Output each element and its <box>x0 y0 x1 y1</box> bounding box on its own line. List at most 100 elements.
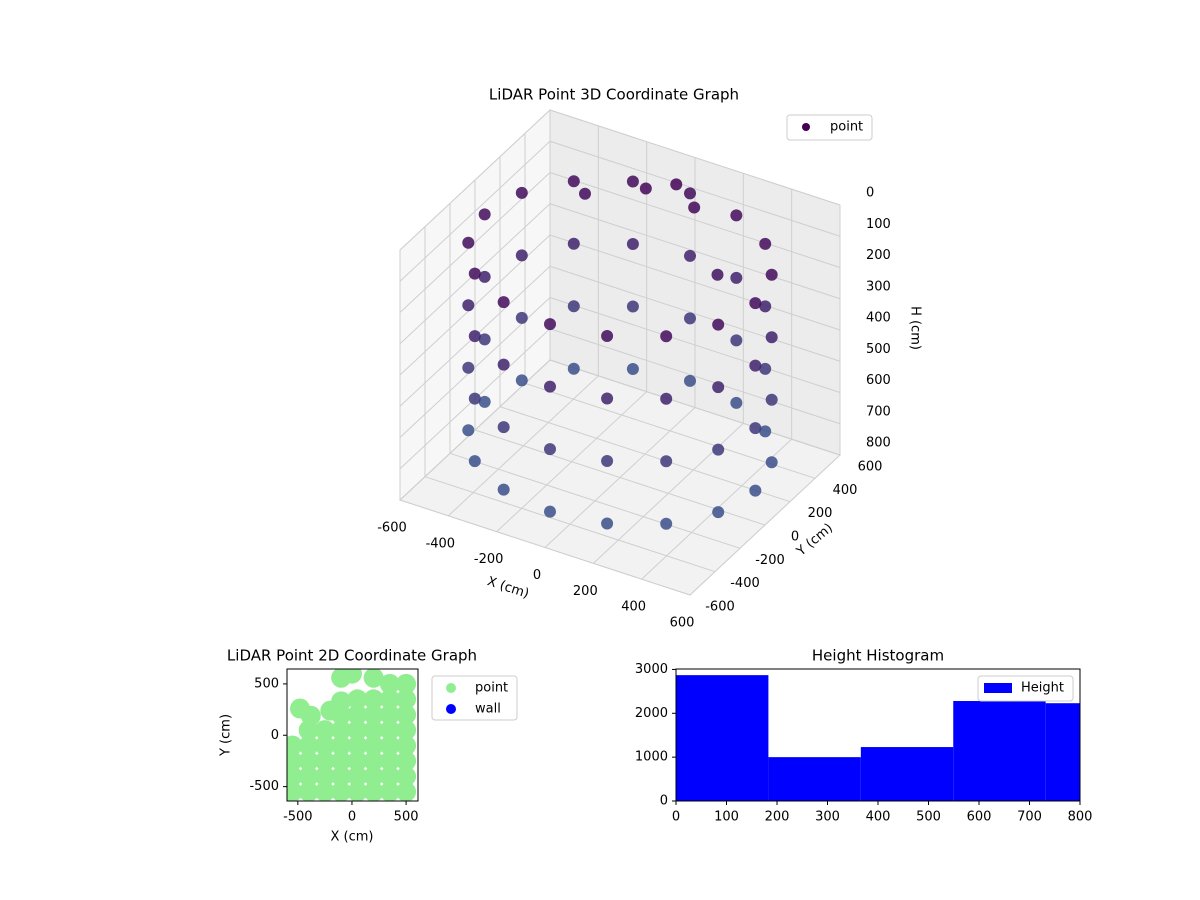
y-tick-label: -200 <box>755 553 785 568</box>
point <box>462 299 475 312</box>
point <box>314 720 335 741</box>
point <box>749 359 762 372</box>
point <box>379 689 400 710</box>
point <box>347 735 368 756</box>
point <box>363 735 384 756</box>
z-axis-label: H (cm) <box>908 306 923 350</box>
grid-line <box>549 359 841 456</box>
point <box>626 237 639 250</box>
x-axis-label: X (cm) <box>331 830 374 845</box>
point <box>347 781 368 801</box>
point <box>478 395 491 408</box>
point <box>341 669 362 684</box>
point <box>379 673 400 694</box>
point <box>347 704 368 725</box>
point <box>684 249 696 262</box>
x-tick-label: 400 <box>621 600 646 615</box>
point <box>363 750 384 771</box>
y-axis-label: Y (cm) <box>219 714 234 757</box>
point <box>331 766 352 787</box>
point <box>347 766 368 787</box>
point <box>749 422 762 435</box>
x-tick-label: 600 <box>967 810 992 825</box>
bar <box>860 747 954 801</box>
bar <box>768 757 861 801</box>
y-tick-label: -600 <box>705 600 735 615</box>
point <box>626 175 639 188</box>
point <box>497 296 510 309</box>
z-tick-label: 500 <box>866 342 891 357</box>
point <box>287 766 303 787</box>
point <box>660 455 673 468</box>
point <box>601 392 614 405</box>
z-tick-label: 400 <box>866 311 891 326</box>
point <box>765 331 778 344</box>
point <box>497 483 510 496</box>
x-tick-label: 400 <box>866 810 891 825</box>
point <box>730 396 743 409</box>
legend-marker <box>446 704 456 714</box>
legend-label: point <box>830 120 863 135</box>
legend-label: point <box>475 681 508 696</box>
point <box>396 735 417 756</box>
point <box>497 421 510 434</box>
y-tick-label: -500 <box>249 779 279 794</box>
chart-title: LiDAR Point 2D Coordinate Graph <box>227 647 477 665</box>
x-tick-label: 300 <box>815 810 840 825</box>
point <box>759 425 772 438</box>
point <box>287 735 303 756</box>
x-tick-label: -600 <box>377 521 407 536</box>
point <box>567 237 580 250</box>
grid-line <box>549 109 841 206</box>
point <box>287 781 303 801</box>
point <box>544 318 556 331</box>
y-tick-label: 500 <box>254 676 279 691</box>
point <box>314 766 335 787</box>
y-tick-label: 600 <box>858 460 883 475</box>
point <box>639 182 652 195</box>
point <box>347 689 368 710</box>
y-tick-label: 1000 <box>635 750 668 765</box>
grid-line <box>549 328 841 425</box>
plot-area <box>287 669 417 801</box>
point <box>515 311 528 324</box>
point <box>601 517 614 530</box>
grid-line <box>424 476 716 573</box>
point <box>331 720 352 741</box>
point <box>626 300 639 313</box>
y-tick-label: 0 <box>271 728 279 743</box>
point <box>363 669 384 688</box>
point <box>660 330 673 343</box>
point <box>331 691 352 712</box>
point <box>379 704 400 725</box>
y-tick-label: 3000 <box>635 662 668 677</box>
point <box>544 380 556 393</box>
plot-area <box>676 675 1080 801</box>
point <box>462 424 475 437</box>
point <box>379 781 400 801</box>
point <box>462 236 475 249</box>
point <box>363 781 384 801</box>
point <box>298 781 319 801</box>
point <box>379 766 400 787</box>
x-tick-label: 500 <box>394 810 419 825</box>
z-tick-label: 0 <box>866 186 874 201</box>
y-axis-label: Y (cm) <box>793 521 836 560</box>
point <box>396 689 417 710</box>
point <box>363 704 384 725</box>
x-axis-label: X (cm) <box>485 574 531 602</box>
legend-marker <box>802 123 810 131</box>
point <box>396 766 417 787</box>
y-tick-label: -400 <box>730 576 760 591</box>
grid-line <box>449 452 741 549</box>
point <box>765 268 778 281</box>
grid-line <box>499 406 791 503</box>
y-tick-label: 200 <box>808 506 833 521</box>
y-tick-label: 0 <box>660 794 668 809</box>
point <box>712 443 725 456</box>
point <box>396 750 417 771</box>
point <box>544 505 556 518</box>
legend-label: wall <box>475 702 501 717</box>
point <box>300 705 321 726</box>
x-tick-label: 200 <box>573 584 598 599</box>
